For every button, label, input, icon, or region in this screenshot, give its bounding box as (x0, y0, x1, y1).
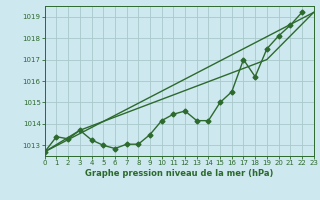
X-axis label: Graphe pression niveau de la mer (hPa): Graphe pression niveau de la mer (hPa) (85, 169, 273, 178)
